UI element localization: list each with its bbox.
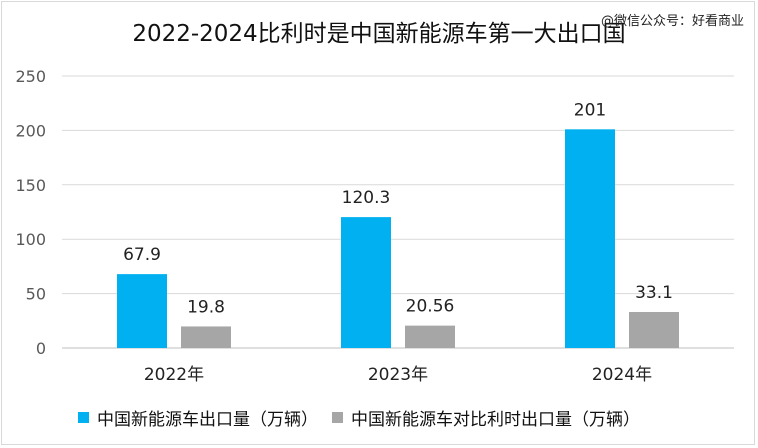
data-label: 120.3 (342, 188, 391, 208)
y-tick-label: 50 (26, 285, 46, 304)
x-tick-label: 2023年 (368, 365, 428, 385)
legend-swatch-belgium (332, 412, 343, 423)
data-label: 67.9 (123, 245, 161, 265)
legend-label-belgium: 中国新能源车对比利时出口量（万辆） (351, 410, 640, 430)
y-tick-label: 0 (36, 339, 46, 358)
bar (341, 217, 391, 348)
legend-swatch-exports (78, 412, 89, 423)
y-tick-label: 200 (15, 121, 46, 140)
x-tick-label: 2022年 (144, 365, 204, 385)
legend-item-exports: 中国新能源车出口量（万辆） (78, 405, 318, 430)
bar (405, 325, 455, 348)
data-label: 19.8 (187, 297, 225, 317)
x-tick-label: 2024年 (592, 365, 652, 385)
legend-item-belgium: 中国新能源车对比利时出口量（万辆） (332, 405, 640, 430)
bar (565, 129, 615, 348)
bar (629, 311, 679, 348)
watermark: @微信公众号：好看商业 (600, 14, 744, 29)
legend-label-exports: 中国新能源车出口量（万辆） (97, 410, 318, 430)
y-tick-label: 100 (15, 230, 46, 249)
legend: 中国新能源车出口量（万辆） 中国新能源车对比利时出口量（万辆） (78, 405, 654, 430)
bar (181, 326, 231, 348)
y-tick-label: 250 (15, 67, 46, 86)
chart-title: 2022-2024比利时是中国新能源车第一大出口国 (132, 21, 626, 47)
data-label: 201 (574, 100, 606, 120)
data-label: 33.1 (635, 283, 673, 303)
bar (117, 274, 167, 348)
data-label: 20.56 (406, 297, 455, 317)
y-tick-label: 150 (15, 176, 46, 195)
